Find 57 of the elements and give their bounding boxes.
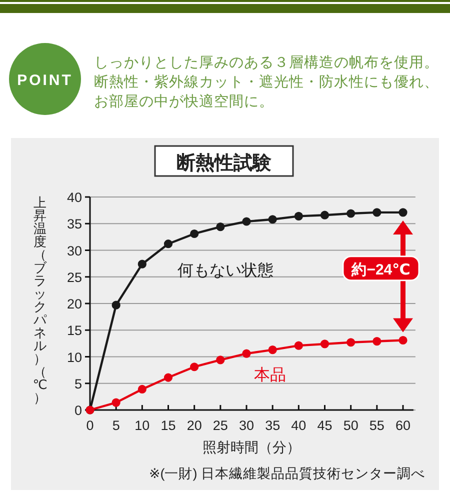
point bbox=[242, 217, 251, 226]
point bbox=[372, 337, 382, 346]
point bbox=[112, 300, 120, 310]
point bbox=[294, 212, 303, 220]
text: お部屋の中が快適空間に。 bbox=[94, 93, 274, 110]
chart-title: 断熱性試験 bbox=[176, 152, 272, 174]
x-tick-label: 35 bbox=[265, 418, 280, 433]
x-tick-label: 55 bbox=[369, 418, 384, 433]
y-tick-label: 0 bbox=[74, 403, 82, 418]
point bbox=[398, 336, 408, 345]
y-tick-label: 40 bbox=[66, 190, 82, 205]
point bbox=[242, 349, 251, 358]
x-tick-label: 10 bbox=[134, 418, 150, 433]
y-tick-label: 5 bbox=[74, 376, 82, 392]
annotation: 約−24℃ bbox=[350, 261, 410, 278]
text: ※(一財) 日本繊維製品品質技術センター調べ bbox=[148, 466, 425, 481]
text: 上昇温度（ブラックパネル）（℃） bbox=[32, 195, 48, 405]
y-tick-label: 15 bbox=[66, 323, 82, 338]
text: POINT bbox=[17, 72, 73, 89]
point bbox=[216, 222, 225, 232]
x-tick-label: 5 bbox=[112, 418, 120, 433]
x-tick-label: 30 bbox=[238, 418, 254, 433]
x-tick-label: 20 bbox=[186, 418, 202, 433]
point bbox=[164, 373, 173, 382]
x-axis-title: 照射時間（分） bbox=[202, 439, 301, 455]
x-tick-label: 45 bbox=[317, 418, 332, 433]
x-tick-label: 15 bbox=[160, 418, 176, 433]
point bbox=[294, 341, 303, 350]
y-tick-label: 20 bbox=[66, 296, 82, 312]
point bbox=[320, 210, 330, 220]
x-tick-label: 0 bbox=[86, 418, 94, 433]
point bbox=[320, 340, 330, 348]
x-tick-label: 25 bbox=[212, 418, 228, 433]
point bbox=[398, 208, 408, 217]
point bbox=[190, 229, 199, 238]
point bbox=[216, 356, 225, 364]
point bbox=[346, 209, 356, 218]
x-tick-label: 60 bbox=[395, 418, 411, 433]
series-label: 本品 bbox=[254, 366, 286, 384]
point bbox=[268, 346, 277, 354]
y-tick-label: 35 bbox=[66, 216, 82, 232]
x-tick-label: 50 bbox=[343, 418, 358, 433]
point bbox=[138, 384, 146, 394]
y-tick-label: 10 bbox=[66, 350, 82, 365]
text: しっかりとした厚みのある３層構造の帆布を使用。 bbox=[94, 54, 439, 71]
point bbox=[372, 208, 382, 217]
x-tick-label: 40 bbox=[291, 418, 306, 433]
point bbox=[268, 215, 277, 224]
y-tick-label: 25 bbox=[66, 270, 82, 285]
point bbox=[346, 338, 356, 347]
point bbox=[138, 260, 146, 268]
point bbox=[190, 362, 199, 372]
text: 断熱性・紫外線カット・遮光性・防水性にも優れ、 bbox=[94, 74, 439, 90]
series-label: 何もない状態 bbox=[178, 261, 274, 280]
point bbox=[164, 240, 173, 248]
point bbox=[112, 398, 120, 407]
y-tick-label: 30 bbox=[66, 243, 82, 258]
